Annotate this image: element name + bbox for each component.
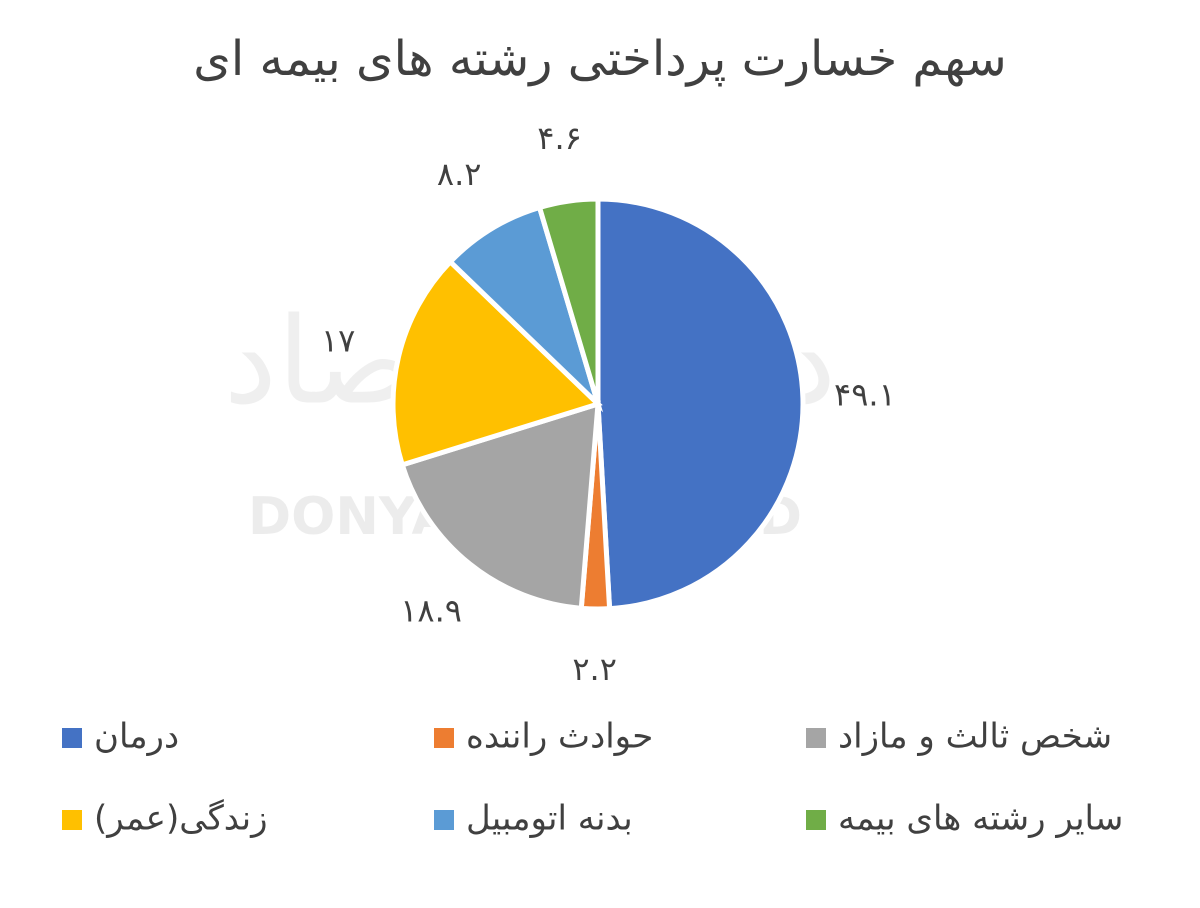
legend-label: درمان — [94, 717, 179, 757]
legend-label: سایر رشته های بیمه — [838, 799, 1123, 839]
legend-swatch — [806, 728, 826, 748]
data-label: ۴.۶ — [537, 119, 582, 157]
legend-label: زندگی(عمر) — [94, 799, 268, 839]
data-label: ۱۸.۹ — [400, 591, 462, 629]
legend-swatch — [434, 810, 454, 830]
data-label: ۴۹.۱ — [834, 375, 896, 413]
legend-swatch — [62, 728, 82, 748]
data-label: ۸.۲ — [437, 155, 482, 193]
data-label: ۲.۲ — [572, 650, 617, 688]
legend-swatch — [434, 728, 454, 748]
pie-slice — [595, 196, 806, 612]
legend-label: بدنه اتومبیل — [466, 799, 633, 839]
pie-slice — [390, 258, 603, 469]
pie-slice — [399, 400, 601, 612]
legend-label: حوادث راننده — [466, 717, 653, 757]
legend-label: شخص ثالث و مازاد — [838, 717, 1112, 757]
chart-title: سهم خسارت پرداختی رشته های بیمه ای — [193, 31, 1006, 87]
pie-slice — [536, 196, 601, 405]
legend-swatch — [806, 810, 826, 830]
data-label: ۱۷ — [321, 321, 355, 359]
legend-swatch — [62, 810, 82, 830]
